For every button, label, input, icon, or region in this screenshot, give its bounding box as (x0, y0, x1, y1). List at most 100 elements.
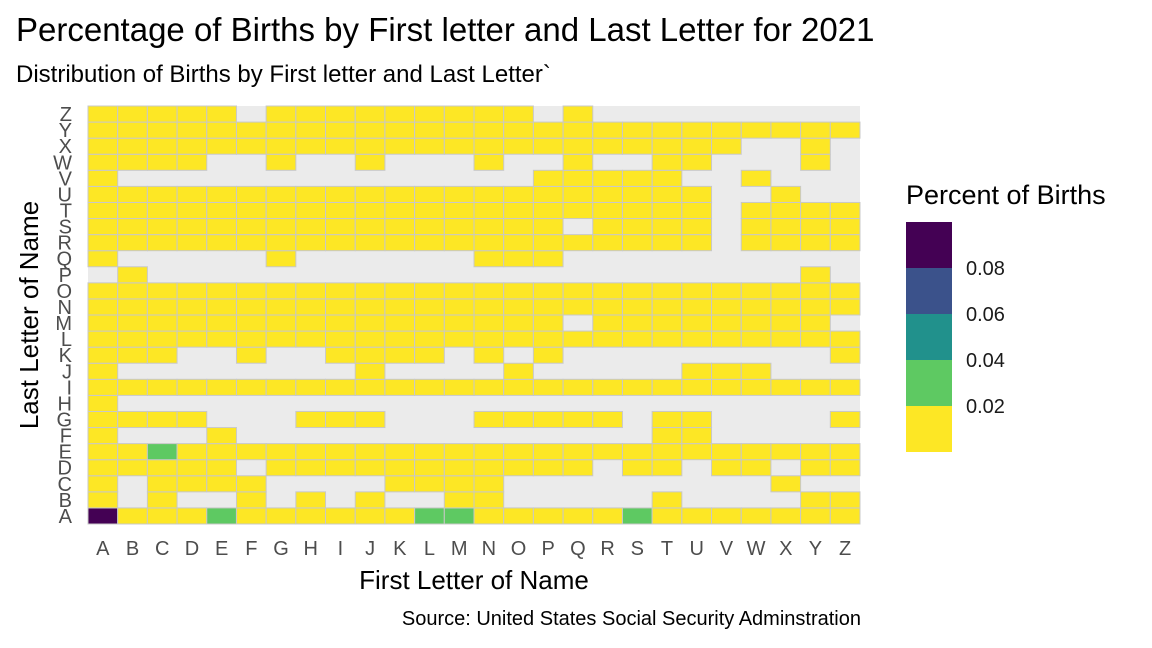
tile-q-o (562, 282, 594, 300)
legend-break-label: 0.06 (966, 304, 1005, 326)
tile-d-c (176, 475, 208, 493)
tile-e-f (206, 427, 237, 445)
tile-c-e (146, 443, 178, 461)
chart-title: Percentage of Births by First letter and… (16, 11, 875, 48)
tile-i-o (325, 282, 356, 300)
tile-w-a (740, 507, 772, 525)
tile-t-e (651, 443, 683, 461)
tile-a-b (87, 491, 119, 509)
tile-n-a (473, 507, 505, 525)
x-tick-label: Z (839, 538, 851, 560)
legend-break-label: 0.04 (966, 350, 1005, 372)
y-tick-label: Y (59, 120, 72, 142)
tile-u-g (681, 410, 713, 429)
tile-e-m (206, 314, 237, 332)
tile-l-z (414, 105, 445, 123)
legend-swatch (906, 406, 952, 452)
tile-k-o (384, 282, 416, 300)
tile-g-w (265, 153, 297, 171)
tile-x-t (770, 201, 802, 220)
tile-p-g (532, 410, 564, 429)
tile-t-f (651, 427, 683, 445)
tile-q-v (562, 169, 594, 187)
tile-u-t (681, 201, 713, 220)
y-tick-label: B (59, 490, 72, 512)
tile-g-l (265, 330, 297, 348)
tile-l-n (414, 298, 445, 316)
tile-n-z (473, 105, 505, 123)
tile-m-o (443, 282, 475, 300)
tile-m-n (443, 298, 475, 316)
tile-j-u (354, 185, 386, 203)
y-tick-label: J (62, 361, 72, 383)
tile-s-i (621, 378, 653, 396)
tile-p-s (532, 218, 564, 236)
tile-z-i (829, 378, 861, 396)
tile-w-l (740, 330, 772, 348)
tile-w-d (740, 459, 772, 477)
tile-s-m (621, 314, 653, 332)
tile-r-m (592, 314, 623, 332)
tile-h-r (295, 234, 327, 252)
tile-a-j (87, 362, 119, 380)
tile-n-n (473, 298, 505, 316)
tile-z-y (829, 121, 861, 139)
tile-z-s (829, 218, 861, 236)
tile-h-y (295, 121, 327, 139)
tile-x-y (770, 121, 802, 139)
tile-c-d (146, 459, 178, 477)
tile-w-s (740, 218, 772, 236)
tile-a-z (87, 105, 119, 123)
tile-o-u (503, 185, 534, 203)
tile-v-y (711, 121, 742, 139)
tile-a-n (87, 298, 119, 316)
y-tick-label: T (60, 201, 72, 223)
y-tick-label: P (59, 265, 72, 287)
x-tick-label: M (451, 538, 468, 560)
tile-h-u (295, 185, 327, 203)
tile-i-e (325, 443, 356, 461)
tile-z-t (829, 201, 861, 220)
tile-i-s (325, 218, 356, 236)
tile-g-m (265, 314, 297, 332)
tile-u-x (681, 137, 713, 155)
tile-b-p (117, 266, 148, 284)
tile-y-a (800, 507, 831, 525)
tile-o-j (503, 362, 534, 380)
tile-g-a (265, 507, 297, 525)
tile-c-c (146, 475, 178, 493)
tile-c-i (146, 378, 178, 396)
tile-o-s (503, 218, 534, 236)
source-caption: Source: United States Social Security Ad… (401, 608, 861, 630)
tile-y-e (800, 443, 831, 461)
tile-w-j (740, 362, 772, 380)
tile-o-l (503, 330, 534, 348)
x-axis-title: First Letter of Name (359, 565, 589, 595)
y-tick-label: G (56, 410, 72, 432)
legend-break-label: 0.08 (966, 258, 1005, 280)
tile-p-k (532, 346, 564, 364)
tile-y-d (800, 459, 831, 477)
tile-s-r (621, 234, 653, 252)
tile-o-r (503, 234, 534, 252)
tile-t-t (651, 201, 683, 220)
tile-s-l (621, 330, 653, 348)
x-tick-label: L (424, 538, 435, 560)
tile-n-r (473, 234, 505, 252)
tile-e-u (206, 185, 237, 203)
legend-swatch (906, 268, 952, 314)
tile-k-r (384, 234, 416, 252)
tile-h-g (295, 410, 327, 429)
tile-b-s (117, 218, 148, 236)
y-tick-label: A (59, 506, 73, 528)
y-tick-label: R (58, 233, 72, 255)
tile-z-d (829, 459, 861, 477)
y-tick-label: E (59, 442, 72, 464)
tile-x-e (770, 443, 802, 461)
tile-r-s (592, 218, 623, 236)
tile-u-r (681, 234, 713, 252)
tile-m-z (443, 105, 475, 123)
tile-o-g (503, 410, 534, 429)
tile-b-e (117, 443, 148, 461)
tile-m-i (443, 378, 475, 396)
